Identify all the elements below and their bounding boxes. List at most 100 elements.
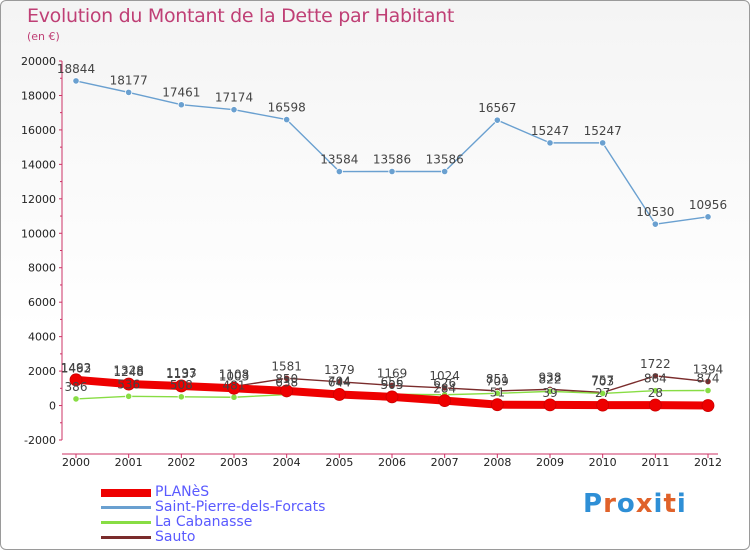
- data-point: [174, 379, 188, 393]
- data-point: [599, 389, 607, 398]
- data-label: 15247: [531, 124, 569, 138]
- y-tick-label: 12000: [21, 193, 56, 206]
- data-point: [125, 88, 133, 97]
- data-label: 757: [591, 374, 614, 388]
- data-label: 16598: [268, 101, 306, 115]
- data-point: [335, 167, 343, 176]
- chart-subtitle: (en €): [27, 30, 60, 43]
- logo-letter: P: [583, 489, 604, 519]
- data-label: 938: [539, 370, 562, 384]
- data-label: 1193: [166, 366, 197, 380]
- data-point: [490, 398, 504, 412]
- y-tick-label: 20000: [21, 55, 56, 68]
- legend-label: PLANèS: [155, 484, 210, 500]
- data-point: [704, 213, 712, 221]
- x-tick-label: 2002: [167, 456, 195, 469]
- data-point: [388, 167, 396, 176]
- chart-title: Evolution du Montant de la Dette par Hab…: [27, 5, 455, 27]
- data-label: 505: [381, 378, 404, 392]
- y-tick-label: 16000: [21, 124, 56, 137]
- data-label: 13584: [320, 153, 358, 167]
- y-tick-label: 10000: [21, 227, 56, 240]
- data-label: 284: [433, 382, 456, 396]
- data-point: [230, 106, 238, 114]
- data-label: 1462: [61, 361, 92, 375]
- data-point: [438, 394, 452, 408]
- data-label: 51: [490, 386, 505, 400]
- data-label: 481: [223, 378, 246, 392]
- data-label: 536: [117, 377, 140, 391]
- legend-swatch: [101, 536, 151, 539]
- data-label: 10530: [636, 205, 674, 219]
- data-label: 1003: [219, 369, 250, 383]
- data-label: 1024: [429, 369, 460, 383]
- data-point: [701, 399, 715, 412]
- data-label: 644: [328, 375, 351, 389]
- data-label: 15247: [584, 124, 622, 138]
- data-point: [388, 381, 396, 390]
- logo-letter: t: [663, 489, 677, 519]
- data-label: 39: [542, 386, 557, 400]
- legend-label: Saint-Pierre-dels-Forcats: [155, 499, 326, 515]
- logo-letter: i: [676, 489, 687, 519]
- y-tick-label: 4000: [28, 331, 56, 344]
- data-label: 18844: [57, 62, 95, 76]
- data-point: [332, 388, 346, 401]
- logo-letter: o: [616, 489, 636, 519]
- data-point: [385, 390, 399, 404]
- data-point: [543, 398, 557, 412]
- data-point: [651, 220, 659, 228]
- data-label: 1169: [377, 366, 408, 380]
- data-point: [493, 116, 501, 124]
- data-label: 851: [486, 372, 509, 386]
- data-label: 1379: [324, 363, 355, 377]
- logo-letter: r: [603, 489, 617, 519]
- data-label: 874: [697, 371, 720, 385]
- data-point: [648, 398, 662, 412]
- data-label: 1722: [640, 357, 671, 371]
- data-label: 1137: [166, 367, 197, 381]
- x-tick-label: 2011: [641, 456, 669, 469]
- data-point: [441, 167, 449, 176]
- data-point: [546, 387, 554, 395]
- data-point: [546, 139, 554, 147]
- proxiti-logo: Proxiti: [583, 489, 687, 519]
- data-point: [230, 393, 238, 401]
- data-point: [177, 393, 185, 401]
- data-point: [227, 381, 241, 395]
- data-label: 18177: [110, 73, 148, 87]
- data-point: [441, 384, 449, 392]
- y-tick-label: 6000: [28, 296, 56, 309]
- data-point: [72, 77, 80, 85]
- data-label: 508: [170, 378, 193, 392]
- data-label: 17174: [215, 91, 253, 105]
- data-label: 709: [486, 374, 509, 388]
- data-point: [704, 377, 712, 386]
- data-label: 864: [644, 372, 667, 386]
- data-label: 13586: [426, 152, 464, 166]
- data-label: 28: [648, 386, 663, 400]
- data-label: 1394: [693, 363, 724, 377]
- y-tick-label: -2000: [24, 434, 56, 447]
- data-point: [122, 377, 136, 391]
- logo-letter: i: [653, 489, 664, 519]
- data-point: [599, 139, 607, 147]
- data-label: 386: [65, 380, 88, 394]
- y-tick-label: 2000: [28, 365, 56, 378]
- x-tick-label: 2000: [62, 456, 90, 469]
- data-point: [596, 398, 610, 412]
- data-point: [335, 378, 343, 386]
- logo-letter: x: [635, 489, 654, 519]
- data-label: 1581: [271, 359, 302, 373]
- data-label: 850: [275, 372, 298, 386]
- data-point: [283, 374, 291, 382]
- legend-swatch: [101, 521, 151, 524]
- legend-label: La Cabanasse: [155, 514, 253, 530]
- data-label: 10956: [689, 198, 727, 212]
- x-tick-label: 2001: [115, 456, 143, 469]
- x-tick-label: 2005: [325, 456, 353, 469]
- legend-swatch: [101, 489, 151, 497]
- data-label: 1328: [113, 364, 144, 378]
- x-tick-label: 2003: [220, 456, 248, 469]
